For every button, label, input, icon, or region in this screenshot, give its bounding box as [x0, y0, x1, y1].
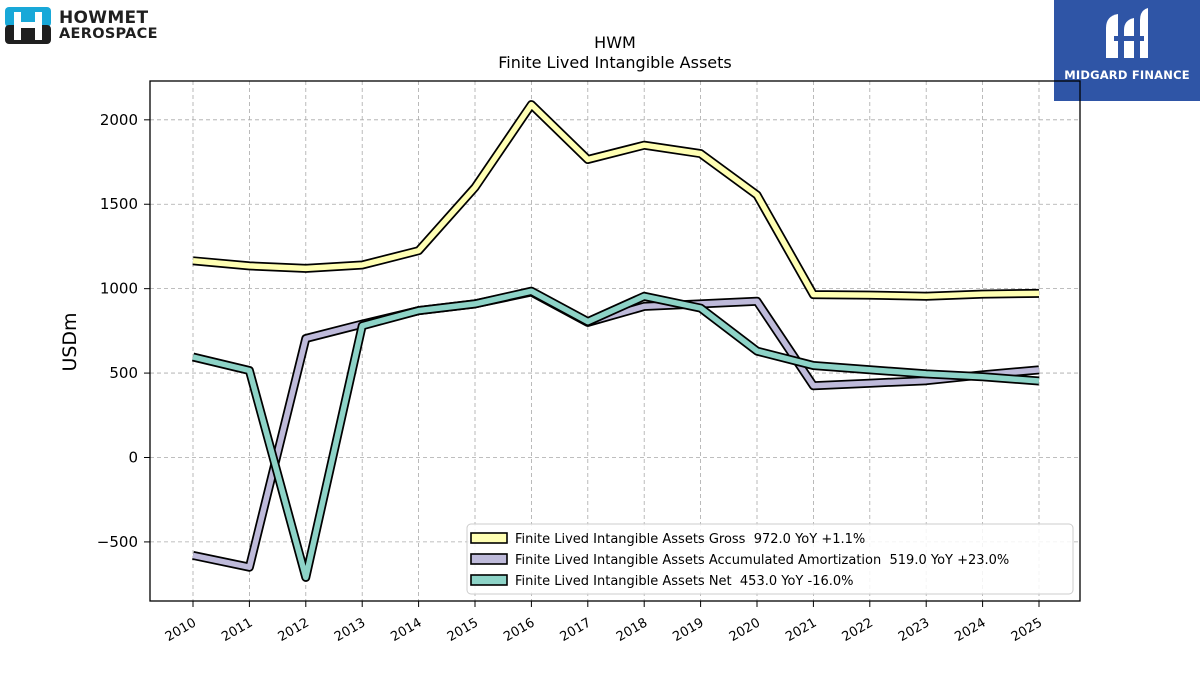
- partner-name: MIDGARD FINANCE: [1064, 68, 1190, 82]
- legend-box: [466, 523, 1074, 595]
- x-tick-label: 2022: [840, 615, 876, 645]
- legend: Finite Lived Intangible Assets Gross 972…: [466, 523, 1074, 595]
- x-tick-label: 2015: [445, 615, 481, 645]
- series-lines: [191, 100, 1040, 582]
- legend-swatch-1: [470, 532, 508, 544]
- x-tick-label: 2016: [501, 615, 537, 645]
- company-logo: HOWMET AEROSPACE: [4, 6, 174, 46]
- series-line-3: [192, 288, 1040, 581]
- x-tick-label: 2020: [727, 615, 763, 645]
- legend-swatch-2: [470, 553, 508, 565]
- legend-label-1: Finite Lived Intangible Assets Gross 972…: [515, 532, 865, 547]
- x-tick-label: 2018: [614, 615, 650, 645]
- legend-label-2: Finite Lived Intangible Assets Accumulat…: [515, 553, 1009, 568]
- plot-frame: [149, 80, 1081, 602]
- legend-label-3: Finite Lived Intangible Assets Net 453.0…: [515, 574, 854, 589]
- x-tick-label: 2012: [276, 615, 312, 645]
- x-tick-label: 2023: [896, 615, 932, 645]
- howmet-logo-icon: [5, 7, 51, 44]
- midgard-logo-icon: [1106, 8, 1148, 58]
- series-line-1: [192, 101, 1040, 300]
- x-tick-label: 2010: [163, 615, 199, 645]
- x-tick-label: 2013: [332, 615, 368, 645]
- series-line-2: [192, 289, 1040, 570]
- x-tick-label: 2025: [1009, 615, 1045, 645]
- x-tick-label: 2019: [670, 615, 706, 645]
- y-tick-label: 2000: [100, 111, 138, 129]
- x-tick-label: 2011: [219, 615, 255, 645]
- y-tick-label: 1000: [100, 280, 138, 298]
- y-tick-label: 1500: [100, 195, 138, 213]
- chart-title: HWM: [594, 33, 636, 52]
- y-axis-label: USDm: [59, 312, 81, 371]
- legend-swatch-3: [470, 574, 508, 586]
- chart-subtitle: Finite Lived Intangible Assets: [498, 53, 731, 72]
- x-tick-label: 2021: [783, 615, 819, 645]
- brand-name-line1: HOWMET: [59, 8, 149, 28]
- y-tick-label: 500: [109, 364, 138, 382]
- x-tick-label: 2017: [558, 615, 594, 645]
- x-tick-label: 2014: [388, 615, 424, 645]
- partner-logo: MIDGARD FINANCE: [1054, 0, 1200, 101]
- brand-name-line2: AEROSPACE: [59, 26, 158, 42]
- y-tick-label: 0: [128, 448, 138, 466]
- y-tick-label: −500: [97, 533, 138, 551]
- x-tick-label: 2024: [952, 615, 988, 645]
